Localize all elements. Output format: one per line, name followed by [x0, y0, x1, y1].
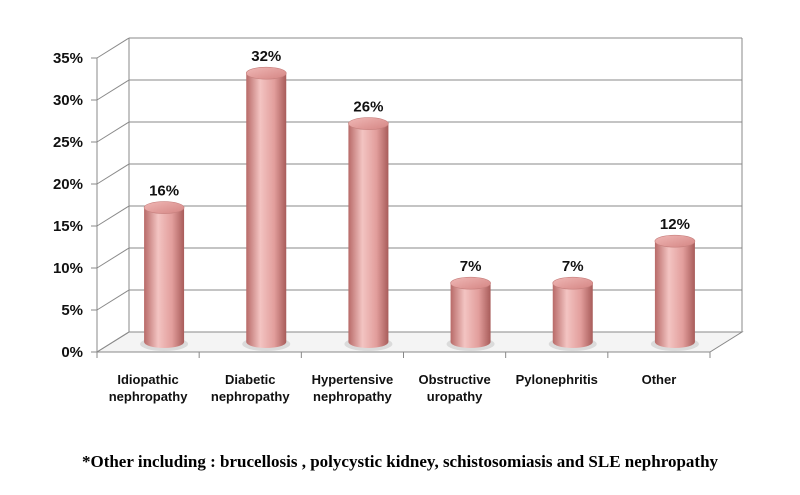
- bar-cap: [245, 66, 287, 80]
- bar: [548, 276, 597, 351]
- gridline-side: [96, 331, 130, 353]
- y-tick-label: 0%: [61, 344, 83, 361]
- labels-layer: 0% 5% 10% 15% 20% 25% 30% 35% 16% Idiopathic nephr…: [53, 48, 690, 404]
- bar-body: [654, 241, 695, 348]
- data-label: 7%: [562, 258, 584, 275]
- bar: [446, 276, 495, 351]
- bar-cap: [552, 276, 594, 290]
- x-tick-label: Other: [642, 372, 677, 387]
- axes-layer: [91, 37, 744, 358]
- bar-body: [144, 207, 185, 348]
- y-tick-label: 10%: [53, 260, 83, 277]
- chart-footnote: *Other including : brucellosis , polycys…: [81, 452, 719, 471]
- gridline-side: [96, 289, 130, 311]
- bar-body: [552, 283, 593, 348]
- bar-body: [348, 123, 389, 348]
- chart: 0% 5% 10% 15% 20% 25% 30% 35% 16% Idiopathic nephr…: [53, 37, 744, 404]
- x-tick-label: uropathy: [427, 389, 483, 404]
- bar: [344, 117, 393, 351]
- x-tick-label: Idiopathic: [117, 372, 178, 387]
- bars-layer: [140, 66, 699, 351]
- data-label: 16%: [149, 183, 179, 200]
- x-tick-label: nephropathy: [211, 389, 290, 404]
- y-tick-label: 30%: [53, 92, 83, 109]
- bar: [140, 201, 189, 351]
- x-tick-label: Obstructive: [418, 372, 490, 387]
- bar-chart-svg: 0% 5% 10% 15% 20% 25% 30% 35% 16% Idiopathic nephr…: [53, 37, 744, 404]
- gridline-side: [96, 205, 130, 227]
- x-tick-label: nephropathy: [313, 389, 392, 404]
- bar-body: [450, 283, 491, 348]
- data-label: 26%: [353, 99, 383, 116]
- chart-floor: [95, 331, 744, 353]
- bar: [650, 234, 699, 351]
- gridline-side: [96, 79, 130, 101]
- x-tick-label: nephropathy: [109, 389, 188, 404]
- bar-cap: [348, 117, 389, 130]
- gridline-side: [96, 121, 130, 143]
- x-tick-label: Diabetic: [225, 372, 276, 387]
- y-tick-label: 5%: [61, 302, 83, 319]
- bar-cap: [143, 201, 185, 214]
- data-label: 12%: [660, 216, 690, 233]
- gridline-side: [96, 247, 130, 269]
- bar-cap: [450, 276, 491, 290]
- y-tick-label: 20%: [53, 176, 83, 193]
- bar: [242, 66, 291, 351]
- data-label: 32%: [251, 48, 281, 65]
- y-tick-label: 25%: [53, 134, 83, 151]
- bar-body: [246, 73, 287, 348]
- x-tick-label: Pylonephritis: [516, 372, 598, 387]
- gridline-side: [96, 37, 130, 59]
- gridline-side: [96, 163, 130, 185]
- y-tick-label: 15%: [53, 218, 83, 235]
- data-label: 7%: [460, 258, 482, 275]
- x-tick-label: Hypertensive: [312, 372, 394, 387]
- bar-cap: [654, 234, 696, 248]
- y-tick-label: 35%: [53, 50, 83, 67]
